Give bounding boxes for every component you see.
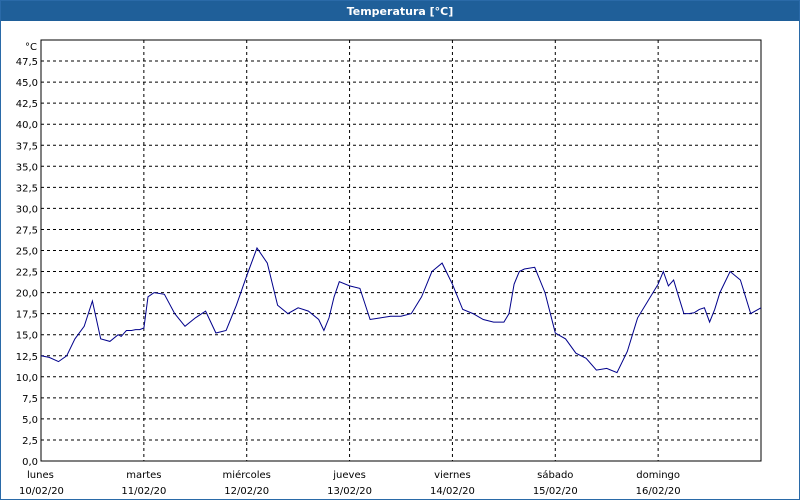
y-tick-label: 0,0 [22, 457, 38, 468]
x-tick-day-label: lunes [27, 470, 54, 481]
y-tick-label: 2,5 [22, 436, 38, 447]
y-tick-label: 10,0 [16, 373, 38, 384]
y-tick-label: 25,0 [16, 247, 38, 258]
x-tick-date-label: 10/02/20 [19, 486, 64, 497]
y-tick-label: 45,0 [16, 78, 38, 89]
x-tick-day-label: viernes [434, 470, 470, 481]
x-tick-date-label: 11/02/20 [121, 486, 166, 497]
x-tick-date-label: 16/02/20 [636, 486, 681, 497]
x-tick-date-label: 14/02/20 [430, 486, 475, 497]
x-tick-day-label: martes [126, 470, 161, 481]
y-tick-label: 42,5 [16, 99, 38, 110]
window-title: Temperatura [°C] [1, 1, 799, 21]
y-tick-label: 27,5 [16, 225, 38, 236]
y-tick-label: 15,0 [16, 331, 38, 342]
y-tick-label: 20,0 [16, 289, 38, 300]
y-tick-label: 47,5 [16, 57, 38, 68]
y-tick-label: 37,5 [16, 141, 38, 152]
y-tick-label: 7,5 [22, 394, 38, 405]
y-tick-label: 17,5 [16, 310, 38, 321]
x-tick-date-label: 12/02/20 [224, 486, 269, 497]
x-tick-date-label: 13/02/20 [327, 486, 372, 497]
grid [41, 40, 761, 461]
x-axis-ticks: lunes 10/02/20 martes 11/02/20 miércoles 12/0… [19, 469, 681, 497]
y-axis-ticks: 0,0 2,5 5,0 7,5 10,0 12,5 15,0 17,5 20,0 22,5 25,0… [16, 57, 38, 468]
x-tick-day-label: sábado [537, 469, 573, 481]
y-tick-label: 12,5 [16, 352, 38, 363]
series-line [40, 246, 762, 374]
x-tick-day-label: domingo [636, 470, 680, 481]
x-tick-date-label: 15/02/20 [533, 486, 578, 497]
y-tick-label: 5,0 [22, 415, 38, 426]
y-tick-label: 30,0 [16, 204, 38, 215]
y-tick-label: 35,0 [16, 162, 38, 173]
y-tick-label: 40,0 [16, 120, 38, 131]
x-tick-day-label: miércoles [223, 469, 271, 481]
y-tick-label: 22,5 [16, 268, 38, 279]
x-tick-day-label: jueves [332, 470, 366, 481]
y-unit-label: °C [25, 42, 37, 53]
y-tick-label: 32,5 [16, 183, 38, 194]
